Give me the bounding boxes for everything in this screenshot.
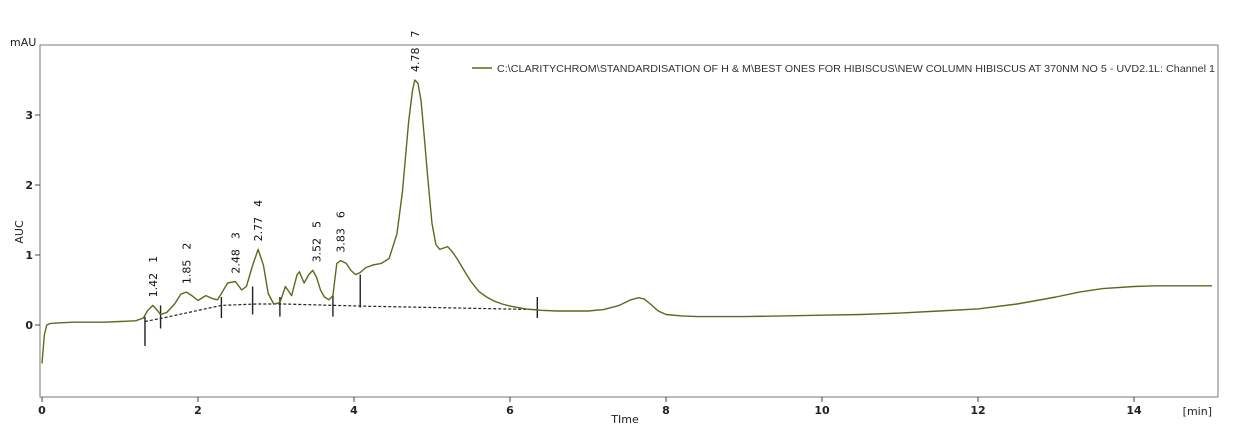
peak-label: 3.52 5 xyxy=(311,221,324,263)
peak-number: 5 xyxy=(311,221,324,228)
integration-baseline xyxy=(144,303,538,323)
series-line xyxy=(41,79,1212,364)
legend: C:\CLARITYCHROM\STANDARDISATION OF H & M… xyxy=(472,63,1215,75)
x-tick-label: 12 xyxy=(970,404,985,417)
x-tick-label: 2 xyxy=(194,404,202,417)
peak-retention: 1.42 xyxy=(147,273,160,298)
y-tick-label: 3 xyxy=(25,109,33,122)
peak-number: 7 xyxy=(409,31,422,38)
peak-label: 2.48 3 xyxy=(229,232,242,274)
peak-retention: 2.77 xyxy=(252,217,265,242)
peak-retention: 1.85 xyxy=(180,260,193,285)
peak-number: 1 xyxy=(147,256,160,263)
peak-label: 1.42 1 xyxy=(147,256,160,298)
peak-retention: 2.48 xyxy=(229,249,242,274)
peak-markers xyxy=(144,274,538,346)
x-tick-label: 0 xyxy=(38,404,46,417)
peak-label: 1.85 2 xyxy=(180,243,193,285)
peak-number: 3 xyxy=(229,232,242,239)
plot-area xyxy=(39,44,1219,398)
peak-label: 3.83 6 xyxy=(335,211,348,253)
peak-retention: 3.83 xyxy=(335,228,348,253)
x-tick-label: 14 xyxy=(1126,404,1142,417)
peak-retention: 3.52 xyxy=(311,238,324,263)
peak-number: 6 xyxy=(335,211,348,218)
peak-labels: 1.42 1 1.85 2 2.48 3 2.77 4 3.52 5 3.83 6 4.78 7 xyxy=(147,31,422,298)
x-axis-unit: [min] xyxy=(1183,405,1212,418)
y-axis-unit: mAU xyxy=(10,36,36,49)
peak-number: 2 xyxy=(180,243,193,250)
y-axis-ticks: 0 1 2 3 xyxy=(25,109,40,332)
peak-number: 4 xyxy=(252,200,265,207)
x-tick-label: 8 xyxy=(662,404,670,417)
y-tick-label: 0 xyxy=(25,319,33,332)
peak-retention: 4.78 xyxy=(409,48,422,73)
y-tick-label: 1 xyxy=(25,249,33,262)
x-tick-label: 6 xyxy=(506,404,514,417)
peak-label: 2.77 4 xyxy=(252,200,265,242)
x-axis-label: TIme xyxy=(610,413,639,426)
x-tick-label: 10 xyxy=(814,404,830,417)
y-axis-label: AUC xyxy=(13,220,26,244)
y-tick-label: 2 xyxy=(25,179,33,192)
x-axis-ticks: 0 2 4 6 8 10 12 14 xyxy=(38,397,1142,417)
baseline-line xyxy=(144,303,538,323)
peak-label: 4.78 7 xyxy=(409,31,422,73)
legend-entry: C:\CLARITYCHROM\STANDARDISATION OF H & M… xyxy=(497,63,1215,75)
x-tick-label: 4 xyxy=(350,404,358,417)
